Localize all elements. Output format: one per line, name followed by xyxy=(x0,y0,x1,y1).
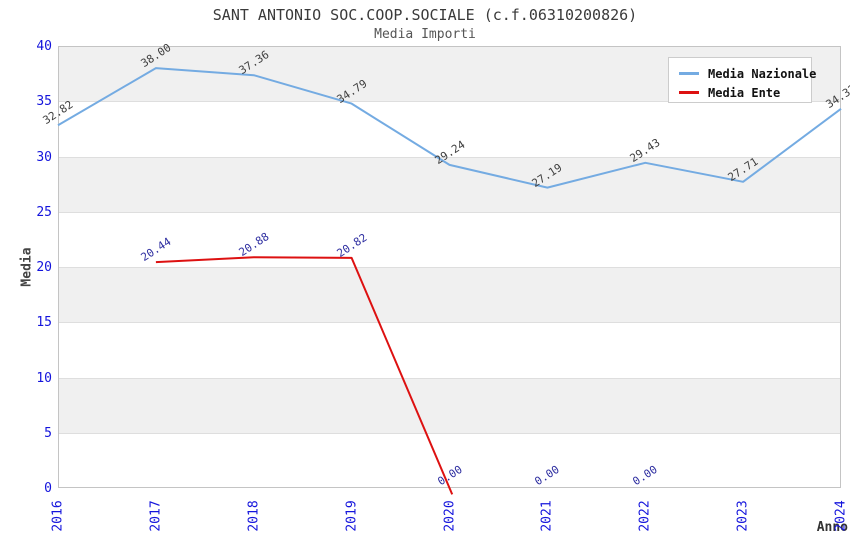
gridline xyxy=(58,267,841,268)
y-tick-label: 0 xyxy=(44,481,52,496)
legend: Media Nazionale Media Ente xyxy=(668,57,816,103)
y-tick-label: 35 xyxy=(36,94,52,110)
x-tick-label: 2016 xyxy=(50,500,66,532)
media-nazionale-line-swatch xyxy=(679,72,699,75)
y-tick-label: 5 xyxy=(44,425,52,441)
y-tick-label: 15 xyxy=(36,315,52,331)
gridline xyxy=(58,101,841,103)
y-tick-label: 20 xyxy=(36,260,52,275)
y-tick-label: 10 xyxy=(36,370,52,386)
line-media-ente xyxy=(155,256,454,495)
chart-subtitle: Media Importi xyxy=(374,27,476,42)
legend-label: Media Nazionale xyxy=(708,66,817,81)
x-tick-label: 2021 xyxy=(539,500,555,532)
line-media-nazionale xyxy=(57,67,842,189)
x-axis-label: Anno xyxy=(816,520,848,535)
legend-item-media-ente: Media Ente xyxy=(679,83,801,102)
x-tick-label: 2017 xyxy=(148,500,164,532)
gridline xyxy=(58,377,841,379)
media-ente-line-swatch xyxy=(679,91,699,94)
gridline xyxy=(58,156,841,158)
background-band xyxy=(58,267,841,323)
background-band xyxy=(58,322,841,378)
legend-label: Media Ente xyxy=(708,85,781,100)
x-tick-label: 2024 xyxy=(833,500,849,532)
background-band xyxy=(58,377,841,433)
y-tick-label: 40 xyxy=(36,39,52,54)
background-band xyxy=(58,432,841,488)
x-tick-label: 2022 xyxy=(637,500,653,532)
gridline xyxy=(58,322,841,324)
x-tick-label: 2020 xyxy=(442,500,457,532)
background-band xyxy=(58,211,841,267)
x-tick-label: 2018 xyxy=(246,500,262,532)
gridline xyxy=(58,432,841,434)
x-tick-label: 2023 xyxy=(735,500,751,532)
plot-area xyxy=(58,46,841,488)
gridline xyxy=(58,211,841,213)
series-lines xyxy=(57,67,842,495)
y-tick-label: 30 xyxy=(36,149,52,165)
background-band xyxy=(58,101,841,157)
legend-item-media-nazionale: Media Nazionale xyxy=(679,64,816,83)
chart-title: SANT ANTONIO SOC.COOP.SOCIALE (c.f.06310… xyxy=(212,6,638,24)
x-tick-label: 2019 xyxy=(344,500,360,532)
y-tick-label: 25 xyxy=(36,204,52,220)
